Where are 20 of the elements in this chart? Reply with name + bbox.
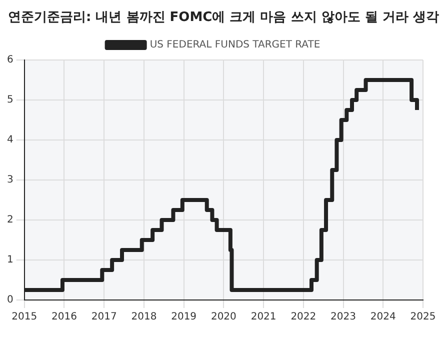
y-tick-label: 3 <box>6 174 14 186</box>
x-tick-label: 2016 <box>52 312 77 323</box>
x-tick-label: 2024 <box>370 312 396 323</box>
y-tick-label: 5 <box>6 94 14 106</box>
x-tick-label: 2021 <box>250 312 276 323</box>
y-tick-label: 4 <box>6 134 14 146</box>
y-tick-label: 2 <box>6 214 14 226</box>
y-tick-label: 6 <box>6 54 14 66</box>
x-tick-label: 2022 <box>290 312 316 323</box>
x-tick-label: 2017 <box>91 312 117 323</box>
x-tick-label: 2020 <box>210 312 236 323</box>
x-tick-label: 2015 <box>12 312 38 323</box>
x-tick-label: 2019 <box>171 312 197 323</box>
x-tick-label: 2023 <box>330 312 356 323</box>
x-tick-label: 2018 <box>131 312 157 323</box>
y-tick-label: 0 <box>6 294 14 306</box>
y-tick-label: 1 <box>6 254 14 266</box>
x-tick-label: 2025 <box>410 312 436 323</box>
legend-label: US FEDERAL FUNDS TARGET RATE <box>150 40 320 51</box>
chart-title: 연준기준금리: 내년 봄까진 FOMC에 크게 마음 쓰지 않아도 될 거라 생각 <box>7 9 440 27</box>
